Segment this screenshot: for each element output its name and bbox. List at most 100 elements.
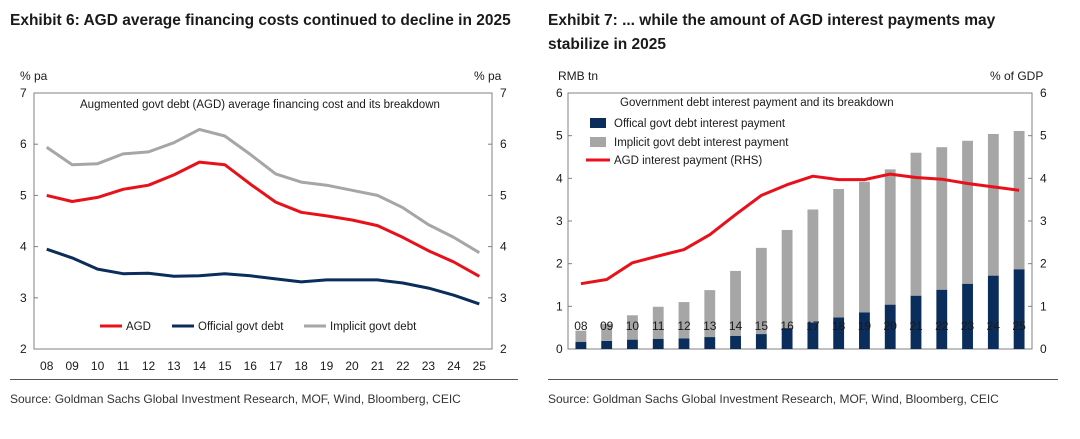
right-tick-label: 7 <box>500 86 507 100</box>
exhibit-7-title-line-1: Exhibit 7: ... while the amount of AGD i… <box>548 12 996 29</box>
x-tick-label: 18 <box>294 359 308 373</box>
bar-official-13 <box>704 337 716 349</box>
legend-swatch-implicit-govt-debt-interest-payment <box>590 137 606 147</box>
bar-implicit-10 <box>627 315 638 340</box>
x-tick-label: 19 <box>320 359 334 373</box>
exhibit-6-chart: % pa % pa Augmented govt debt (AGD) aver… <box>20 69 507 373</box>
bar-implicit-08 <box>575 330 587 342</box>
bar-implicit-18 <box>833 189 845 318</box>
x-tick-label: 15 <box>218 359 232 373</box>
bar-official-25 <box>1013 269 1025 349</box>
x-tick-label: 24 <box>987 319 1001 333</box>
left-tick-label: 6 <box>20 137 27 151</box>
series-line-official-govt-debt <box>46 247 480 306</box>
exhibit-6-right-axis: 2 3 4 5 6 7 <box>488 86 507 356</box>
bar-implicit-22 <box>936 147 948 290</box>
right-tick-label: 4 <box>1040 171 1047 185</box>
left-tick-label: 0 <box>556 342 563 356</box>
right-tick-label: 6 <box>500 137 507 151</box>
bar-implicit-25 <box>1013 130 1025 270</box>
x-tick-label: 16 <box>244 359 258 373</box>
bar-implicit-11 <box>652 306 664 339</box>
x-tick-label: 10 <box>91 359 105 373</box>
left-tick-label: 3 <box>20 291 27 305</box>
x-tick-label: 11 <box>117 359 130 373</box>
exhibit-7-rhs-line <box>580 172 1020 286</box>
left-tick-label: 5 <box>20 188 27 202</box>
exhibit-6-source: Source: Goldman Sachs Global Investment … <box>10 392 461 406</box>
exhibit-7-panel: Exhibit 7: ... while the amount of AGD i… <box>540 0 1080 439</box>
legend-label-agd: AGD <box>126 321 151 333</box>
exhibit-7-title-line-2: stabilize in 2025 <box>548 36 667 53</box>
right-tick-label: 3 <box>500 291 507 305</box>
x-tick-label: 17 <box>269 359 283 373</box>
x-tick-label: 22 <box>935 319 949 333</box>
exhibit-6-left-unit: % pa <box>20 69 48 83</box>
exhibit-7-bars <box>575 130 1025 349</box>
bar-implicit-09 <box>601 323 613 341</box>
series-line-implicit-govt-debt <box>45 127 481 254</box>
x-tick-label: 20 <box>345 359 359 373</box>
left-tick-label: 7 <box>20 86 27 100</box>
exhibit-6-series <box>45 127 481 306</box>
left-tick-label: 1 <box>556 299 563 313</box>
exhibit-7-bottom-rule <box>548 379 1058 380</box>
bar-official-22 <box>936 289 948 349</box>
bar-official-23 <box>962 283 973 349</box>
bar-implicit-13 <box>704 290 716 338</box>
exhibit-6-title: Exhibit 6: AGD average financing costs c… <box>10 12 511 29</box>
right-tick-label: 6 <box>1040 86 1047 100</box>
right-tick-label: 2 <box>500 342 507 356</box>
left-tick-label: 4 <box>556 171 563 185</box>
left-tick-label: 2 <box>20 342 27 356</box>
x-tick-label: 12 <box>677 319 691 333</box>
legend-label-implicit-govt-debt: Implicit govt debt <box>330 321 417 333</box>
exhibit-6-panel: Exhibit 6: AGD average financing costs c… <box>0 0 530 439</box>
x-tick-label: 12 <box>142 359 156 373</box>
bar-implicit-23 <box>962 140 973 284</box>
x-tick-label: 24 <box>447 359 461 373</box>
exhibit-7-legend: Offical govt debt interest payment Implic… <box>586 118 789 167</box>
exhibit-7-left-axis: 0 1 2 3 4 5 6 <box>556 86 572 356</box>
bar-official-11 <box>652 338 664 349</box>
x-tick-label: 23 <box>422 359 436 373</box>
bar-official-20 <box>884 304 896 349</box>
exhibit-7-right-axis: 0 1 2 3 4 5 6 <box>1028 86 1047 356</box>
right-tick-label: 0 <box>1040 342 1047 356</box>
exhibit-6-plot-frame <box>33 92 493 350</box>
bar-official-08 <box>575 341 587 349</box>
bar-implicit-12 <box>678 302 690 339</box>
right-tick-label: 3 <box>1040 214 1047 228</box>
series-line-agd <box>46 160 481 278</box>
legend-label-offical-govt-debt-interest-payment: Offical govt debt interest payment <box>614 118 786 130</box>
right-tick-label: 1 <box>1040 299 1047 313</box>
bar-implicit-24 <box>987 133 999 276</box>
x-tick-label: 17 <box>806 319 820 333</box>
series-line-agd-interest-payment-rhs <box>580 172 1020 286</box>
bar-official-24 <box>987 275 999 349</box>
legend-swatch-offical-govt-debt-interest-payment <box>590 118 606 128</box>
x-tick-label: 19 <box>858 319 872 333</box>
x-tick-label: 08 <box>40 359 54 373</box>
bar-implicit-17 <box>807 209 819 323</box>
left-tick-label: 3 <box>556 214 563 228</box>
bar-official-16 <box>781 328 793 349</box>
x-tick-label: 22 <box>396 359 410 373</box>
exhibit-7-title: Exhibit 7: ... while the amount of AGD i… <box>548 9 995 57</box>
x-tick-label: 09 <box>600 319 614 333</box>
x-tick-label: 21 <box>371 359 385 373</box>
x-tick-label: 18 <box>832 319 846 333</box>
bar-official-12 <box>678 338 690 349</box>
x-tick-label: 09 <box>65 359 79 373</box>
bar-implicit-19 <box>859 181 870 313</box>
x-tick-label: 25 <box>1012 319 1026 333</box>
left-tick-label: 5 <box>556 129 563 143</box>
left-tick-label: 2 <box>556 257 563 271</box>
exhibit-7-x-axis: 08 09 10 11 12 13 14 15 16 17 18 19 20 21 22 23 24 25 <box>574 319 1026 333</box>
x-tick-label: 14 <box>193 359 207 373</box>
bar-official-21 <box>910 295 922 349</box>
exhibit-6-chart-title: Augmented govt debt (AGD) average financ… <box>80 99 440 111</box>
legend-label-official-govt-debt: Official govt debt <box>198 321 284 333</box>
exhibit-7-right-unit: % of GDP <box>990 69 1043 83</box>
right-tick-label: 5 <box>500 188 507 202</box>
